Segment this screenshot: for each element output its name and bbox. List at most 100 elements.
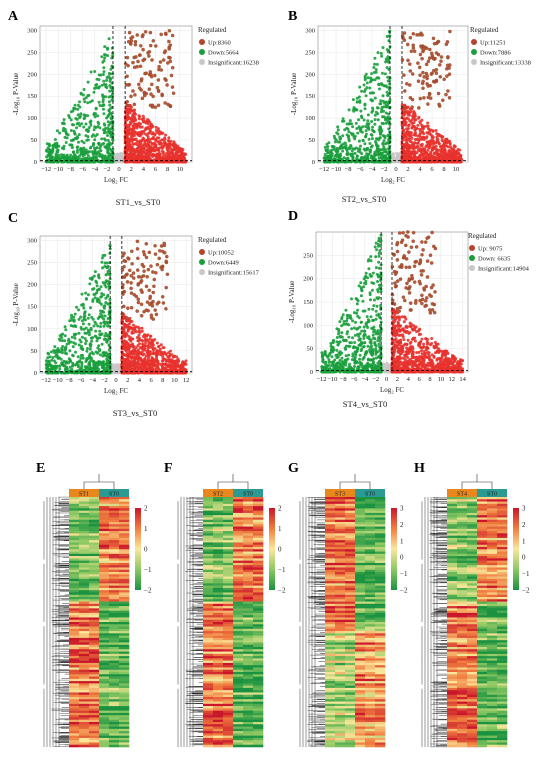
x-tick-label: −12 <box>319 166 329 173</box>
legend-label: Down:7886 <box>480 50 511 57</box>
data-point <box>132 148 135 151</box>
data-point <box>126 110 130 114</box>
data-point <box>176 144 180 148</box>
data-point <box>418 129 422 133</box>
data-point <box>136 150 140 154</box>
data-point <box>59 357 63 361</box>
data-point <box>153 159 157 163</box>
data-point <box>352 109 356 113</box>
data-point <box>424 46 429 51</box>
data-point <box>420 46 424 50</box>
data-point <box>373 118 377 122</box>
data-point <box>380 54 384 58</box>
legend-title: Regulated <box>198 26 227 34</box>
data-point <box>63 364 67 368</box>
data-point <box>83 100 87 104</box>
data-point <box>85 349 89 353</box>
data-point <box>170 33 175 38</box>
data-point <box>411 144 415 148</box>
data-point <box>84 148 88 152</box>
data-point <box>378 87 381 91</box>
data-point <box>359 109 363 113</box>
data-point <box>411 46 416 50</box>
data-point <box>80 139 84 143</box>
data-point <box>170 65 175 70</box>
data-point <box>102 337 106 341</box>
data-point <box>150 58 154 62</box>
points <box>44 28 188 164</box>
data-point <box>178 149 182 153</box>
data-point <box>366 76 370 80</box>
data-point <box>90 276 94 280</box>
data-point <box>151 94 155 99</box>
data-point <box>412 116 416 120</box>
data-point <box>338 137 342 141</box>
data-point <box>92 155 96 159</box>
data-point <box>72 129 76 133</box>
data-point <box>70 335 74 339</box>
y-tick-label: 100 <box>27 115 37 122</box>
data-point <box>377 138 381 142</box>
data-point <box>69 118 73 122</box>
data-point <box>435 138 439 142</box>
data-point <box>71 150 75 154</box>
data-point <box>380 121 384 125</box>
data-point <box>106 134 109 137</box>
data-point <box>372 66 376 69</box>
data-point <box>103 123 107 127</box>
data-point <box>108 103 112 107</box>
data-point <box>107 37 111 41</box>
data-point <box>427 56 432 60</box>
data-point <box>68 319 72 323</box>
data-point <box>406 143 410 147</box>
data-point <box>103 283 107 287</box>
data-point <box>105 261 109 265</box>
data-point <box>108 261 112 265</box>
data-point <box>69 324 73 328</box>
data-point <box>167 136 171 140</box>
data-point <box>146 122 150 126</box>
data-point <box>96 86 100 90</box>
data-point <box>69 340 73 344</box>
data-point <box>387 134 391 138</box>
panel-subtitle: ST2_vs_ST0 <box>342 194 386 204</box>
data-point <box>422 75 426 79</box>
data-point <box>83 365 87 369</box>
data-point <box>323 153 327 156</box>
data-point <box>62 154 66 158</box>
data-point <box>86 154 90 158</box>
y-tick-label: 150 <box>27 93 37 100</box>
data-point <box>168 103 172 108</box>
data-point <box>358 127 362 131</box>
data-point <box>448 154 452 158</box>
data-point <box>328 153 332 157</box>
data-point <box>447 149 451 153</box>
data-point <box>369 98 373 102</box>
data-point <box>437 63 442 67</box>
data-point <box>58 367 62 371</box>
data-point <box>51 147 55 151</box>
data-point <box>53 345 57 349</box>
data-point <box>335 150 339 154</box>
data-point <box>424 62 429 67</box>
data-point <box>106 365 110 368</box>
data-point <box>159 68 164 72</box>
data-point <box>168 59 173 64</box>
data-point <box>137 53 142 57</box>
data-point <box>381 94 385 98</box>
y-tick-label: 250 <box>305 49 315 56</box>
data-point <box>416 123 420 127</box>
data-point <box>93 270 97 274</box>
data-point <box>132 65 137 70</box>
data-point <box>418 96 423 101</box>
data-point <box>69 129 73 132</box>
data-point <box>386 120 390 123</box>
data-point <box>140 125 144 129</box>
data-point <box>48 144 52 148</box>
data-point <box>109 152 113 156</box>
data-point <box>141 33 145 37</box>
data-point <box>157 136 161 140</box>
data-point <box>131 323 135 327</box>
data-point <box>380 151 384 155</box>
data-point <box>384 60 388 64</box>
